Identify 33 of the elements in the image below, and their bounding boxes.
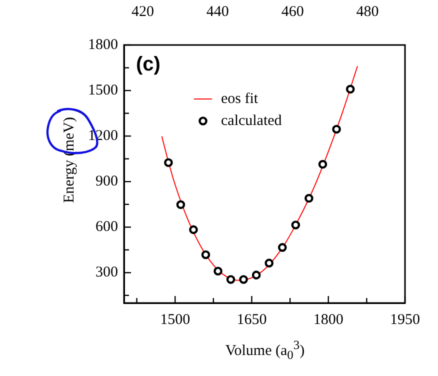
point [201,250,210,260]
legend-label: calculated [221,112,282,129]
point [239,275,248,284]
point [304,194,314,203]
x2-tick-label: 480 [356,4,379,20]
point [226,275,236,284]
legend-label: eos fit [221,90,259,107]
point [252,270,261,280]
point [214,266,222,276]
y-tick-label: 600 [96,219,118,236]
x2-tick-label: 460 [281,4,304,20]
x-tick-label: 1800 [313,312,344,328]
x-tick-label: 1500 [160,312,190,328]
y-tick-label: 1800 [88,36,118,53]
y-tick-label: 900 [96,174,118,190]
point [346,84,355,94]
point [332,124,341,134]
y-tick-label: 300 [96,264,118,281]
point [291,220,300,230]
point [278,243,287,252]
point [164,158,173,168]
chart-title: (c) [136,54,160,76]
point [176,200,186,210]
x-axis-title: Volume (a$_{0}$$^{3}$) [225,338,305,363]
point [318,160,328,169]
point [189,225,198,234]
x2-tick-label: 420 [131,4,154,20]
x-tick-label: 1950 [390,312,420,328]
y-tick-label: 1500 [88,82,118,98]
x-tick-label: 1650 [236,312,267,328]
x2-tick-label: 440 [206,4,229,20]
point [264,258,274,268]
y-axis-title: Energy (meV) [62,117,78,203]
